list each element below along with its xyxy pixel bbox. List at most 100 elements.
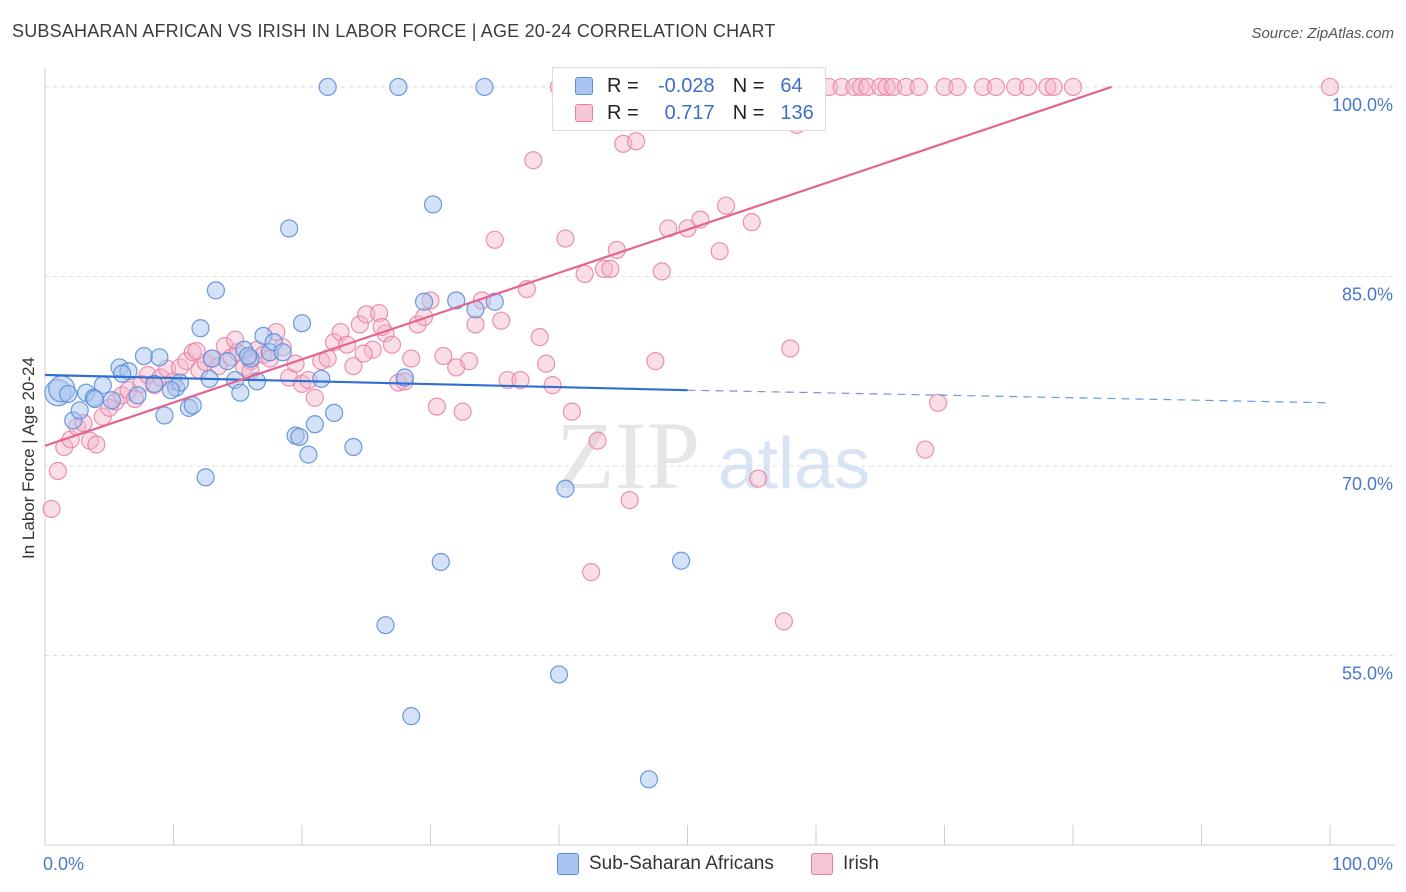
irish-point (1320, 77, 1340, 97)
subsaharan-point (395, 368, 414, 387)
legend-r-value: 0.717 (664, 101, 715, 124)
chart-title: SUBSAHARAN AFRICAN VS IRISH IN LABOR FOR… (12, 21, 776, 41)
irish-point (851, 77, 871, 97)
irish-point (935, 77, 954, 97)
irish-point (652, 262, 671, 281)
subsaharan-point (431, 552, 450, 572)
watermark: ZIP atlas (556, 402, 870, 509)
y-axis-label: In Labor Force | Age 20-24 (19, 357, 38, 559)
irish-point (434, 346, 453, 366)
irish-point (883, 77, 903, 97)
subsaharan-point (206, 281, 226, 300)
x-tick-label: 0.0% (43, 854, 84, 874)
irish-point (646, 352, 665, 371)
bottom-legend-subsaharan: Sub-Saharan Africans (557, 850, 774, 878)
axes (44, 68, 1395, 846)
subsaharan-point (639, 770, 659, 789)
irish-point (363, 340, 382, 359)
legend-swatch-pink (575, 104, 593, 122)
subsaharan-point (475, 77, 494, 97)
bottom-legend-label-subsaharan: Sub-Saharan Africans (589, 853, 774, 874)
irish-point (948, 77, 967, 97)
irish-point (575, 264, 594, 284)
legend-row-subsaharan: R = -0.028 N = 64 (575, 72, 803, 100)
legend-n-value: 136 (780, 101, 814, 124)
irish-point (710, 242, 729, 261)
subsaharan-point (671, 551, 691, 570)
irish-point (537, 354, 556, 373)
irish-point (382, 335, 402, 354)
irish-point (562, 402, 581, 421)
subsaharan-point (290, 427, 309, 447)
subsaharan-point (325, 403, 344, 423)
subsaharan-point (292, 314, 312, 333)
irish-point (716, 196, 736, 215)
subsaharan-point (389, 77, 408, 97)
subsaharan-point (218, 352, 237, 371)
irish-point (928, 393, 948, 412)
legend-swatch-blue (575, 77, 593, 95)
irish-point (530, 328, 549, 347)
irish-point (543, 376, 562, 395)
subsaharan-point (299, 445, 318, 464)
irish-point (1018, 77, 1038, 97)
irish-point (511, 370, 530, 390)
subsaharan-point (59, 384, 78, 404)
subsaharan-points (44, 77, 691, 789)
irish-point (48, 461, 67, 481)
irish-point (1063, 77, 1083, 97)
irish-point (459, 352, 479, 371)
irish-point (749, 469, 768, 488)
subsaharan-point (376, 616, 395, 635)
subsaharan-point (128, 386, 147, 405)
subsaharan-point (196, 468, 215, 487)
subsaharan-point (549, 665, 569, 684)
source-label: Source: ZipAtlas.com (1251, 25, 1394, 42)
legend-n-label: N = (732, 74, 765, 97)
irish-point (832, 77, 851, 97)
subsaharan-point (485, 292, 504, 311)
irish-point (492, 311, 511, 330)
subsaharan-point (134, 346, 154, 366)
irish-point (871, 77, 890, 97)
irish-point (485, 230, 504, 249)
irish-point (556, 229, 575, 248)
irish-point (916, 440, 935, 459)
subsaharan-point (273, 343, 292, 362)
irish-point (973, 77, 993, 97)
subsaharan-point (423, 195, 443, 214)
irish-point (582, 563, 601, 582)
irish-point (357, 305, 376, 324)
subsaharan-point (102, 391, 121, 410)
subsaharan-point (344, 437, 363, 457)
bottom-legend-irish: Irish (811, 850, 879, 878)
legend-r-label: R = (607, 74, 639, 97)
irish-point (42, 499, 61, 519)
legend-r-value: -0.028 (657, 74, 715, 97)
irish-point (1044, 77, 1063, 97)
irish-point (594, 259, 614, 278)
subsaharan-point (150, 348, 169, 367)
irish-trend-line (44, 85, 1112, 447)
irish-point (909, 77, 928, 97)
irish-point (370, 304, 389, 323)
irish-point (187, 341, 206, 361)
irish-point (588, 431, 607, 450)
irish-point (402, 349, 421, 368)
subsaharan-point (231, 383, 250, 402)
subsaharan-point (238, 346, 258, 366)
irish-point (408, 315, 427, 334)
irish-point (427, 397, 447, 416)
subsaharan-point (145, 374, 164, 393)
irish-point (626, 132, 646, 151)
irish-point (1038, 77, 1057, 97)
legend-n-label: N = (732, 101, 765, 124)
irish-point (601, 259, 620, 278)
irish-point (781, 339, 800, 358)
irish-point (620, 490, 639, 510)
subsaharan-point (280, 219, 299, 238)
irish-point (742, 213, 761, 232)
irish-point (498, 370, 517, 390)
subsaharan-point (247, 372, 267, 391)
